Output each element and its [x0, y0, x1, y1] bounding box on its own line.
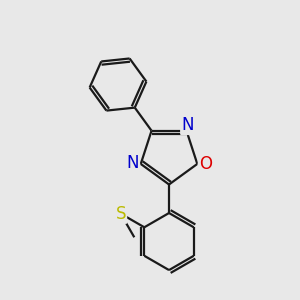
Text: O: O: [199, 155, 212, 173]
Text: N: N: [126, 154, 139, 172]
Text: S: S: [116, 205, 126, 223]
Text: N: N: [182, 116, 194, 134]
